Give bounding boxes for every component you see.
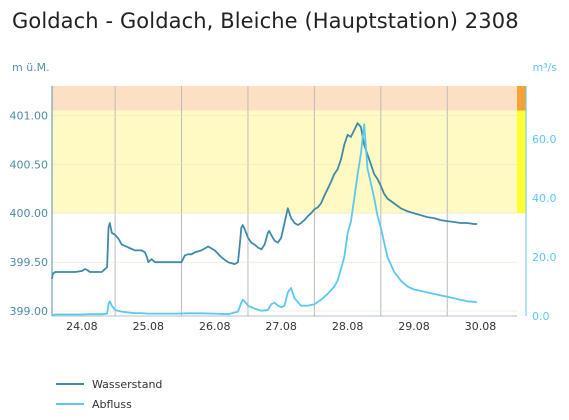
x-tick-label: 27.08 [265, 320, 297, 333]
y-right-tick-label: 20.0 [532, 251, 557, 264]
band-1 [52, 86, 517, 111]
band-marker-orange [517, 86, 526, 111]
series-line-wasserstand [51, 122, 478, 279]
tick-labels: 399.00 399.50 400.00 400.50 401.00 0.0 20.0 40.… [10, 109, 557, 333]
x-tick-label: 26.08 [199, 320, 231, 333]
band-0 [52, 110, 517, 214]
y-right-tick-label: 0.0 [532, 310, 550, 323]
series-line-abfluss [51, 123, 478, 316]
legend-label: Abfluss [92, 397, 132, 411]
y-left-tick-label: 399.00 [10, 305, 49, 318]
x-tick-label: 25.08 [133, 320, 165, 333]
band-marker-yellow [517, 110, 526, 214]
chart-title: Goldach - Goldach, Bleiche (Hauptstation… [12, 9, 519, 33]
legend-label: Wasserstand [92, 377, 163, 391]
x-tick-label: 29.08 [398, 320, 430, 333]
y-left-tick-label: 399.50 [10, 256, 49, 269]
legend-item-abfluss[interactable]: Abfluss [56, 394, 162, 414]
y-left-axis-title: m ü.M. [12, 61, 50, 74]
series-lines [51, 122, 478, 316]
y-left-tick-label: 401.00 [10, 109, 49, 122]
band-markers [517, 86, 526, 214]
y-right-tick-label: 60.0 [532, 133, 557, 146]
y-left-tick-label: 400.50 [10, 158, 49, 171]
legend-swatch-abfluss [56, 403, 84, 405]
x-tick-label: 24.08 [66, 320, 98, 333]
y-right-tick-label: 40.0 [532, 192, 557, 205]
plot-bands [52, 86, 517, 214]
y-right-axis-title: m³/s [532, 61, 557, 74]
x-tick-label: 30.08 [465, 320, 497, 333]
x-tick-label: 28.08 [332, 320, 364, 333]
legend-swatch-wasserstand [56, 383, 84, 385]
legend-item-wasserstand[interactable]: Wasserstand [56, 374, 162, 394]
legend: Wasserstand Abfluss [56, 374, 162, 414]
y-left-tick-label: 400.00 [10, 207, 49, 220]
grid-lines [52, 86, 517, 316]
